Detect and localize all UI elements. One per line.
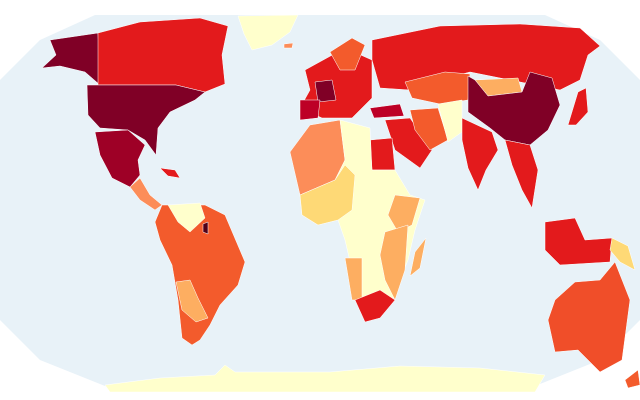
iceland[interactable]: [283, 42, 294, 49]
usa[interactable]: [86, 84, 206, 156]
south-america[interactable]: [154, 204, 246, 346]
turkey[interactable]: [369, 103, 405, 119]
middle-east[interactable]: [384, 117, 433, 169]
venezuela-guyana[interactable]: [167, 202, 206, 233]
france[interactable]: [314, 79, 337, 103]
iran[interactable]: [409, 107, 449, 151]
french-guiana[interactable]: [202, 221, 209, 235]
india[interactable]: [461, 117, 499, 191]
bolivia-paraguay[interactable]: [175, 279, 209, 323]
antarctica[interactable]: [104, 364, 546, 393]
papua-new-guinea[interactable]: [609, 237, 636, 271]
australia[interactable]: [547, 261, 631, 373]
madagascar[interactable]: [409, 237, 427, 277]
china[interactable]: [467, 71, 561, 146]
south-africa[interactable]: [354, 289, 396, 323]
russia[interactable]: [371, 23, 601, 91]
greenland[interactable]: [237, 14, 299, 51]
mexico[interactable]: [94, 129, 146, 188]
canada[interactable]: [97, 17, 229, 93]
caribbean[interactable]: [159, 167, 181, 179]
scandinavia[interactable]: [329, 37, 366, 71]
japan[interactable]: [567, 87, 589, 126]
west-africa[interactable]: [299, 164, 356, 226]
spain[interactable]: [299, 99, 321, 121]
southeast-asia[interactable]: [504, 139, 539, 209]
new-zealand[interactable]: [624, 369, 640, 389]
egypt[interactable]: [369, 137, 396, 171]
